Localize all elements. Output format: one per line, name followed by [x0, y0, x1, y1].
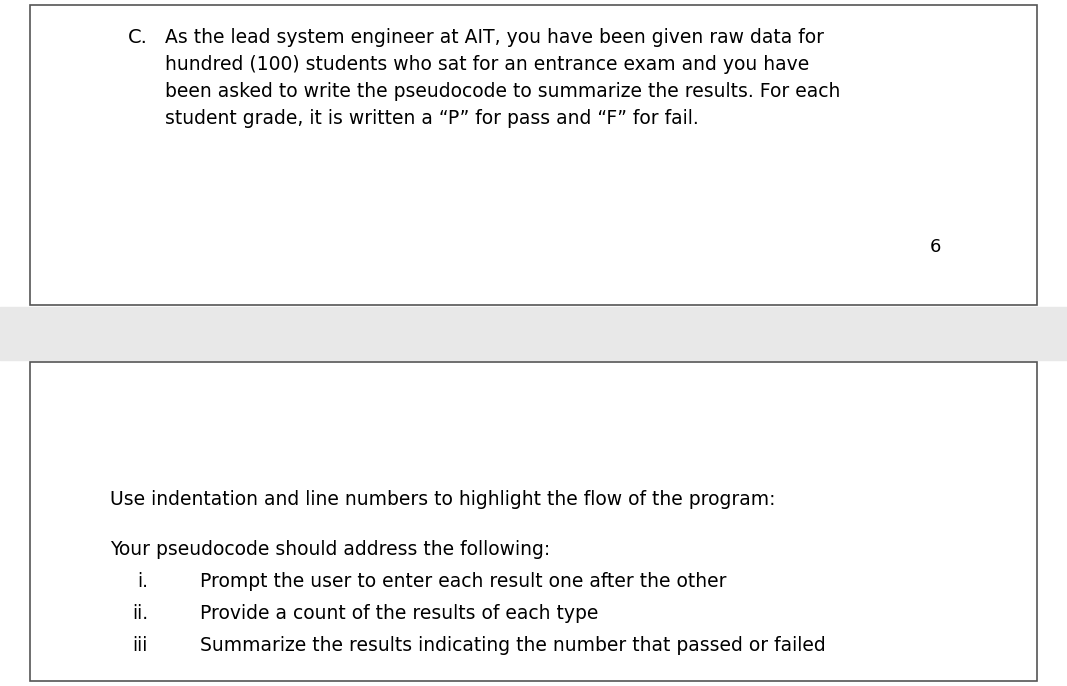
Text: As the lead system engineer at AIT, you have been given raw data for: As the lead system engineer at AIT, you … — [165, 28, 824, 47]
Text: Summarize the results indicating the number that passed or failed: Summarize the results indicating the num… — [200, 636, 826, 655]
Text: Prompt the user to enter each result one after the other: Prompt the user to enter each result one… — [200, 572, 727, 591]
Text: iii: iii — [132, 636, 148, 655]
FancyBboxPatch shape — [30, 5, 1037, 305]
Text: i.: i. — [137, 572, 148, 591]
Text: ii.: ii. — [132, 604, 148, 623]
Text: student grade, it is written a “P” for pass and “F” for fail.: student grade, it is written a “P” for p… — [165, 109, 699, 128]
Text: been asked to write the pseudocode to summarize the results. For each: been asked to write the pseudocode to su… — [165, 82, 841, 101]
Text: Use indentation and line numbers to highlight the flow of the program:: Use indentation and line numbers to high… — [110, 490, 776, 509]
FancyBboxPatch shape — [30, 362, 1037, 681]
Text: C.: C. — [128, 28, 148, 47]
Text: Provide a count of the results of each type: Provide a count of the results of each t… — [200, 604, 599, 623]
Text: 6: 6 — [930, 238, 941, 256]
Text: hundred (100) students who sat for an entrance exam and you have: hundred (100) students who sat for an en… — [165, 55, 809, 74]
Text: Your pseudocode should address the following:: Your pseudocode should address the follo… — [110, 540, 551, 559]
